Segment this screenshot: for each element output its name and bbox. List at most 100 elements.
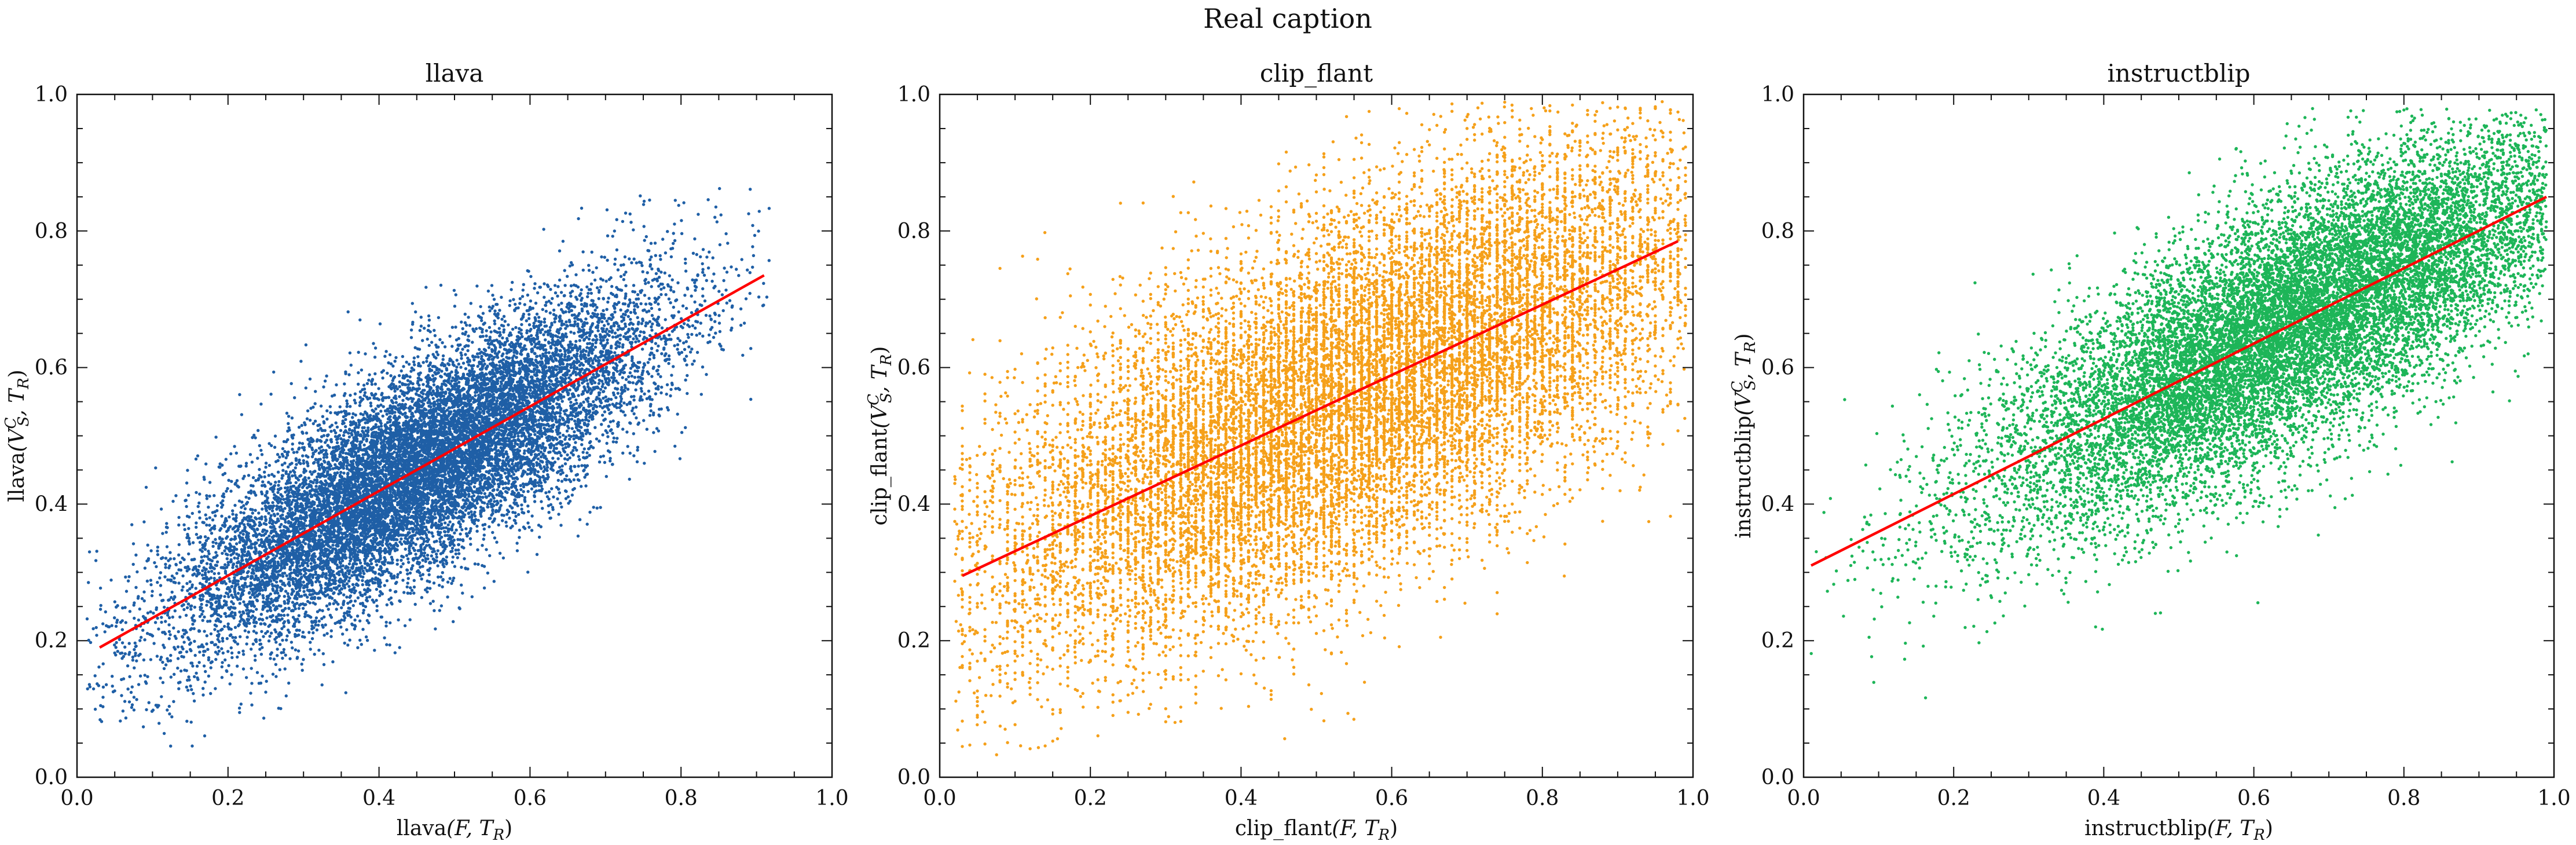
scatter-point xyxy=(605,208,609,211)
scatter-point xyxy=(212,576,216,580)
scatter-point xyxy=(181,574,185,578)
scatter-point xyxy=(156,553,160,557)
scatter-point xyxy=(396,573,400,576)
scatter-point xyxy=(380,515,384,519)
scatter-point xyxy=(544,309,548,313)
scatter-point xyxy=(427,343,431,347)
scatter-point xyxy=(134,553,138,557)
scatter-point xyxy=(544,338,547,342)
scatter-point xyxy=(159,571,163,575)
scatter-point xyxy=(109,578,113,582)
scatter-point xyxy=(553,284,557,287)
scatter-point xyxy=(173,557,176,561)
scatter-point xyxy=(650,375,654,378)
scatter-point xyxy=(298,458,301,462)
scatter-point xyxy=(450,561,455,564)
scatter-point xyxy=(556,497,559,500)
scatter-point xyxy=(171,615,174,619)
scatter-point xyxy=(206,620,210,623)
scatter-point xyxy=(610,428,613,431)
scatter-point xyxy=(658,254,662,258)
scatter-point xyxy=(701,365,705,369)
scatter-point xyxy=(207,674,211,678)
scatter-point xyxy=(451,579,455,583)
scatter-point xyxy=(586,382,589,386)
scatter-point xyxy=(501,519,504,522)
scatter-point xyxy=(138,639,142,642)
scatter-point xyxy=(373,356,377,359)
scatter-point xyxy=(482,537,485,541)
scatter-point xyxy=(323,379,327,383)
scatter-point xyxy=(607,353,611,357)
scatter-point xyxy=(353,599,357,603)
scatter-point xyxy=(335,441,339,445)
scatter-point xyxy=(405,554,409,557)
scatter-point xyxy=(669,394,672,398)
scatter-point xyxy=(520,507,523,511)
scatter-point xyxy=(195,491,198,495)
scatter-point xyxy=(701,248,705,251)
scatter-point xyxy=(348,638,351,642)
scatter-point xyxy=(620,288,624,292)
scatter-point xyxy=(446,533,449,537)
scatter-point xyxy=(301,454,305,458)
scatter-point xyxy=(261,594,265,597)
scatter-point xyxy=(393,411,397,414)
scatter-point xyxy=(499,380,503,383)
scatter-point xyxy=(710,279,714,283)
scatter-point xyxy=(196,454,200,458)
scatter-point xyxy=(137,618,141,622)
scatter-point xyxy=(626,375,631,379)
scatter-point xyxy=(402,365,405,368)
scatter-point xyxy=(576,534,580,538)
scatter-point xyxy=(560,301,563,305)
scatter-point xyxy=(644,235,648,239)
scatter-point xyxy=(276,491,280,494)
scatter-point xyxy=(192,692,195,696)
scatter-point xyxy=(629,310,633,314)
scatter-point xyxy=(303,542,307,546)
scatter-point xyxy=(210,569,214,573)
scatter-point xyxy=(253,654,257,658)
scatter-point xyxy=(600,379,604,383)
scatter-point xyxy=(264,522,268,526)
scatter-point xyxy=(551,360,555,363)
scatter-point xyxy=(684,257,687,261)
scatter-point xyxy=(510,288,513,291)
scatter-point xyxy=(585,335,588,339)
scatter-point xyxy=(609,459,612,463)
scatter-point xyxy=(146,543,149,547)
scatter-point xyxy=(184,613,188,617)
scatter-point xyxy=(389,588,392,592)
scatter-point xyxy=(573,316,577,320)
scatter-point xyxy=(585,379,589,382)
scatter-point xyxy=(178,615,182,619)
scatter-point xyxy=(185,685,188,689)
scatter-point xyxy=(533,345,537,349)
scatter-point xyxy=(669,255,673,259)
scatter-point xyxy=(618,406,621,409)
scatter-point xyxy=(596,329,600,332)
scatter-point xyxy=(227,577,231,580)
scatter-point xyxy=(557,303,560,307)
scatter-point xyxy=(212,572,216,576)
scatter-point xyxy=(541,371,544,374)
scatter-point xyxy=(460,565,463,569)
scatter-point xyxy=(639,302,643,306)
scatter-point xyxy=(124,621,127,624)
scatter-point xyxy=(369,401,372,405)
scatter-point xyxy=(339,410,343,414)
scatter-point xyxy=(257,511,261,515)
scatter-point xyxy=(408,552,411,555)
scatter-point xyxy=(648,414,652,417)
scatter-point xyxy=(566,453,569,457)
scatter-point xyxy=(606,435,610,438)
scatter-point xyxy=(603,410,607,414)
scatter-point xyxy=(361,426,364,430)
scatter-point xyxy=(659,375,662,378)
scatter-point xyxy=(589,291,593,295)
scatter-point xyxy=(145,682,148,685)
scatter-point xyxy=(456,556,459,559)
scatter-point xyxy=(253,624,256,628)
scatter-point xyxy=(323,554,326,558)
